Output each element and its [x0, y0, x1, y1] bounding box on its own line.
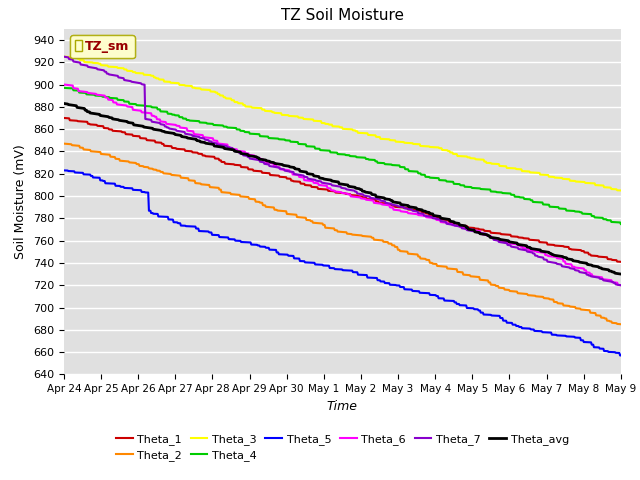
- X-axis label: Time: Time: [327, 400, 358, 413]
- Theta_5: [276, 252, 284, 257]
- Theta_1: [617, 259, 625, 264]
- Theta_5: [228, 236, 236, 242]
- Theta_3: [431, 144, 439, 150]
- Theta_5: [125, 185, 133, 191]
- Theta_7: [617, 282, 625, 288]
- Theta_2: [228, 192, 236, 197]
- Theta_3: [400, 139, 408, 145]
- Theta_1: [400, 205, 408, 211]
- Theta_2: [431, 261, 439, 267]
- Theta_7: [125, 78, 133, 84]
- Theta_1: [228, 161, 236, 167]
- Theta_6: [255, 156, 263, 161]
- Theta_6: [617, 282, 625, 288]
- Theta_4: [228, 125, 236, 131]
- Theta_1: [255, 168, 263, 174]
- Theta_6: [400, 209, 408, 215]
- Theta_5: [431, 292, 439, 298]
- Theta_4: [255, 132, 263, 137]
- Theta_2: [400, 249, 408, 254]
- Line: Theta_4: Theta_4: [64, 88, 621, 224]
- Theta_4: [60, 85, 68, 91]
- Theta_7: [276, 166, 284, 171]
- Theta_avg: [400, 202, 408, 208]
- Theta_avg: [125, 120, 133, 126]
- Theta_7: [255, 157, 263, 163]
- Theta_1: [276, 174, 284, 180]
- Theta_2: [125, 159, 133, 165]
- Theta_7: [60, 54, 68, 60]
- Theta_2: [617, 321, 625, 327]
- Theta_4: [617, 221, 625, 227]
- Theta_7: [431, 216, 439, 221]
- Theta_5: [255, 242, 263, 248]
- Theta_avg: [617, 271, 625, 277]
- Title: TZ Soil Moisture: TZ Soil Moisture: [281, 9, 404, 24]
- Theta_avg: [431, 213, 439, 218]
- Theta_6: [431, 216, 439, 221]
- Y-axis label: Soil Moisture (mV): Soil Moisture (mV): [15, 144, 28, 259]
- Theta_2: [60, 141, 68, 146]
- Theta_avg: [60, 101, 68, 107]
- Theta_2: [276, 208, 284, 214]
- Line: Theta_1: Theta_1: [64, 118, 621, 262]
- Line: Theta_2: Theta_2: [64, 144, 621, 324]
- Theta_6: [228, 146, 236, 152]
- Legend: Theta_1, Theta_2, Theta_3, Theta_4, Theta_5, Theta_6, Theta_7, Theta_avg: Theta_1, Theta_2, Theta_3, Theta_4, Thet…: [111, 429, 573, 466]
- Theta_3: [60, 54, 68, 60]
- Theta_5: [60, 168, 68, 173]
- Theta_1: [125, 132, 133, 137]
- Theta_7: [228, 145, 236, 151]
- Theta_1: [431, 214, 439, 219]
- Theta_3: [228, 97, 236, 103]
- Theta_3: [125, 68, 133, 74]
- Theta_4: [431, 175, 439, 181]
- Theta_7: [400, 204, 408, 210]
- Theta_6: [125, 104, 133, 109]
- Theta_2: [255, 199, 263, 205]
- Line: Theta_3: Theta_3: [64, 57, 621, 191]
- Line: Theta_6: Theta_6: [64, 84, 621, 285]
- Theta_3: [617, 188, 625, 193]
- Theta_3: [255, 105, 263, 111]
- Theta_4: [400, 164, 408, 170]
- Theta_6: [276, 167, 284, 172]
- Theta_6: [60, 82, 68, 87]
- Theta_5: [617, 353, 625, 359]
- Line: Theta_5: Theta_5: [64, 170, 621, 356]
- Theta_avg: [276, 161, 284, 167]
- Theta_avg: [228, 147, 236, 153]
- Line: Theta_avg: Theta_avg: [64, 104, 621, 274]
- Theta_3: [276, 110, 284, 116]
- Theta_4: [125, 101, 133, 107]
- Line: Theta_7: Theta_7: [64, 57, 621, 285]
- Theta_1: [60, 115, 68, 121]
- Theta_avg: [255, 156, 263, 162]
- Theta_5: [400, 284, 408, 290]
- Theta_4: [276, 136, 284, 142]
